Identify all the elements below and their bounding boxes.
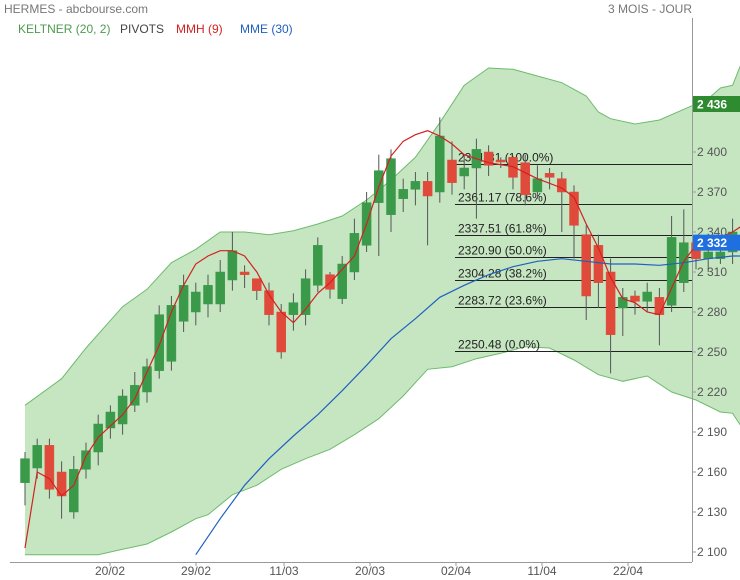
legend: KELTNER (20, 2) PIVOTS MMH (9) MME (30) — [18, 22, 293, 36]
x-tick-label: 20/02 — [95, 564, 125, 578]
candle-body — [593, 245, 604, 283]
candle-body — [20, 458, 30, 483]
candle-body — [178, 285, 189, 322]
legend-item: MMH (9) — [176, 22, 223, 36]
candle-body — [81, 450, 91, 470]
y-tick-label: 2 400 — [697, 145, 727, 159]
y-tick-label: 2 100 — [697, 545, 727, 559]
candle-body — [239, 271, 250, 275]
candle-body — [459, 167, 469, 177]
candle-body — [313, 245, 323, 286]
candle-body — [532, 178, 543, 193]
x-tick-label: 11/04 — [527, 564, 556, 578]
candle-body — [398, 189, 408, 199]
x-tick-label: 02/04 — [441, 564, 471, 578]
moving-averages — [24, 130, 740, 556]
y-axis: 2 100 2 130 2 160 2 190 2 220 2 250 2 280 2 310… — [692, 96, 740, 559]
candle-body — [32, 445, 42, 469]
keltner-band — [24, 65, 740, 556]
fib-level-label: 2337.51 (61.8%) — [458, 222, 547, 236]
candle-body — [654, 297, 665, 315]
fib-level-label: 2304.28 (38.2%) — [458, 267, 547, 281]
candle-body — [581, 234, 591, 297]
candle-body — [300, 278, 311, 315]
chart-source-title: HERMES - abcbourse.com — [4, 2, 149, 16]
candle-body — [276, 311, 286, 353]
candle-body — [544, 173, 555, 178]
candle-body — [569, 191, 579, 226]
x-tick-label: 11/03 — [269, 564, 298, 578]
candle-body — [349, 233, 360, 273]
mmh-line — [24, 130, 740, 549]
legend-item: MME (30) — [240, 22, 293, 36]
candle-body — [435, 135, 445, 193]
fib-level-label: 2320.90 (50.0%) — [458, 244, 547, 258]
candle-body — [203, 285, 213, 305]
legend-item: PIVOTS — [120, 22, 164, 36]
candle-body — [715, 251, 726, 259]
candle-body — [288, 302, 299, 315]
x-tick-label: 20/03 — [355, 564, 385, 578]
candle-body — [215, 271, 225, 305]
keltner-upper-badge: 2 436 — [697, 98, 727, 112]
candle-body — [557, 178, 567, 193]
last-price-badge: 2 332 — [697, 236, 727, 250]
candle-body — [44, 445, 55, 490]
y-tick-label: 2 310 — [697, 265, 727, 279]
candle-body — [496, 159, 506, 163]
y-tick-label: 2 370 — [697, 185, 727, 199]
keltner-upper-badge-box — [693, 96, 740, 112]
candle-body — [337, 263, 347, 299]
y-tick-label: 2 160 — [697, 465, 727, 479]
candle-body — [264, 290, 274, 315]
candle-body — [483, 151, 494, 166]
candle-body — [605, 271, 616, 335]
candle-body — [191, 291, 201, 313]
y-tick-label: 2 250 — [697, 345, 727, 359]
candle-body — [410, 181, 421, 190]
chart-header: HERMES - abcbourse.com 3 MOIS - JOUR — [0, 0, 740, 18]
candle-body — [130, 385, 140, 406]
candle-body — [166, 305, 177, 362]
fibonacci-levels: 2391.31 (100.0%)2361.17 (78.6%)2337.51 (… — [455, 151, 692, 352]
candle-body — [422, 181, 433, 197]
candle-body — [386, 158, 396, 215]
candle-body — [447, 159, 457, 183]
candle-body — [252, 278, 262, 291]
candle-body — [703, 251, 713, 259]
x-axis: 20/02 29/02 11/03 20/03 02/04 11/04 22/04 — [95, 562, 643, 578]
candle-body — [666, 237, 677, 306]
x-tick-label: 22/04 — [613, 564, 643, 578]
candle-body — [642, 291, 652, 302]
last-price-badge-box — [693, 234, 740, 251]
candle-body — [520, 162, 530, 195]
y-tick-label: 2 130 — [697, 505, 727, 519]
axes-frame — [10, 18, 693, 563]
candle-body — [618, 297, 628, 309]
candle-body — [117, 395, 128, 425]
fib-level-label: 2361.17 (78.6%) — [458, 191, 547, 205]
keltner-lower-line — [25, 346, 740, 556]
candle-body — [142, 366, 152, 393]
candle-body — [630, 295, 640, 302]
y-tick-label: 2 280 — [697, 305, 727, 319]
y-tick-label: 2 190 — [697, 425, 727, 439]
y-tick-label: 2 220 — [697, 385, 727, 399]
keltner-band-fill — [25, 66, 740, 555]
fib-level-label: 2283.72 (23.6%) — [458, 294, 547, 308]
fib-level-label: 2250.48 (0.0%) — [458, 338, 540, 352]
candle-body — [105, 411, 116, 429]
legend-item: KELTNER (20, 2) — [18, 22, 110, 36]
x-tick-label: 29/02 — [181, 564, 211, 578]
candle-body — [154, 314, 164, 371]
candle-body — [227, 250, 238, 281]
chart-period: 3 MOIS - JOUR — [607, 2, 692, 16]
candle-body — [69, 469, 79, 513]
